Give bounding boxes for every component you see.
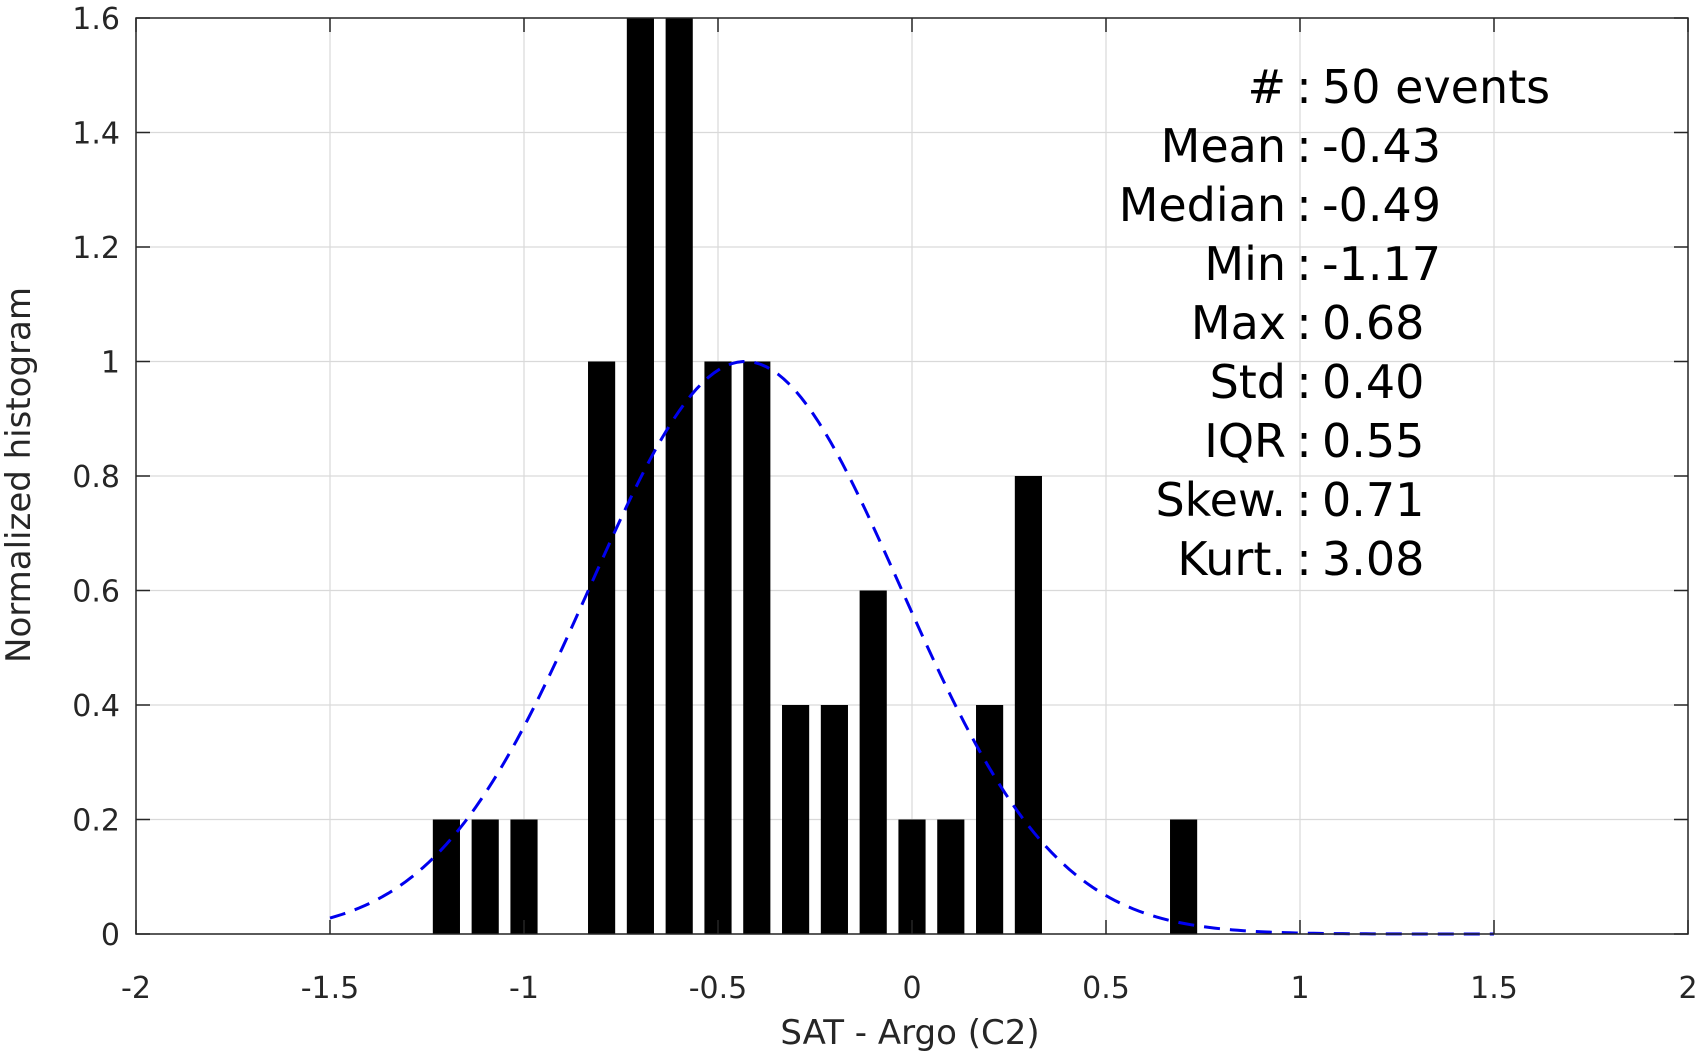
histogram-bar-13 [976,705,1004,934]
stats-row-5: Std:0.40 [1210,355,1425,409]
stats-separator: : [1296,119,1312,173]
stats-label: Max [1191,296,1286,350]
stats-separator: : [1296,296,1312,350]
stats-row-7: Skew.:0.71 [1155,473,1424,527]
stats-value: 3.08 [1322,532,1424,586]
histogram-bar-1 [471,819,499,934]
histogram-bar-11 [898,819,926,934]
y-tick-label-3: 0.6 [72,575,120,610]
stats-label: Min [1204,237,1286,291]
stats-label: Skew. [1155,473,1286,527]
y-tick-label-8: 1.6 [72,2,120,37]
stats-label: Median [1119,178,1286,232]
histogram-bar-14 [1014,476,1042,934]
histogram-bar-2 [510,819,538,934]
stats-row-1: Mean: -0.43 [1161,119,1441,173]
stats-separator: : [1296,178,1312,232]
y-tick-label-7: 1.4 [72,117,120,152]
stats-row-4: Max:0.68 [1191,296,1425,350]
histogram-bar-3 [588,361,616,934]
stats-separator: : [1296,414,1312,468]
stats-value: -0.43 [1322,119,1441,173]
y-tick-label-4: 0.8 [72,460,120,495]
stats-row-3: Min: -1.17 [1204,237,1441,291]
x-tick-label-4: 0 [902,971,921,1006]
stats-separator: : [1296,355,1312,409]
stats-value: 0.40 [1322,355,1424,409]
histogram-bar-6 [704,361,732,934]
y-tick-label-0: 0 [101,918,120,953]
y-axis-ticks: 0 0.2 0.4 0.6 0.8 1 1.2 1.4 1.6 [72,2,1688,953]
histogram-bar-15 [1170,819,1198,934]
stats-label: Kurt. [1177,532,1286,586]
stats-value: -0.49 [1322,178,1441,232]
stats-label: # [1247,60,1286,114]
x-tick-label-7: 1.5 [1470,971,1518,1006]
y-tick-label-5: 1 [101,346,120,381]
histogram-bar-5 [665,18,693,934]
x-axis-ticks: -2 -1.5 -1 -0.5 0 0.5 1 1.5 2 [121,18,1698,1006]
stats-value: -1.17 [1322,237,1441,291]
stats-row-6: IQR:0.55 [1204,414,1424,468]
histogram-bar-8 [782,705,810,934]
stats-separator: : [1296,60,1312,114]
histogram-bar-7 [743,361,771,934]
x-tick-label-6: 1 [1290,971,1309,1006]
stats-row-8: Kurt.:3.08 [1177,532,1424,586]
stats-separator: : [1296,237,1312,291]
histogram-bar-9 [820,705,848,934]
stats-value: 50 events [1322,60,1550,114]
stats-label: Mean [1161,119,1286,173]
y-tick-label-1: 0.2 [72,804,120,839]
stats-label: Std [1210,355,1286,409]
y-tick-label-6: 1.2 [72,231,120,266]
histogram-bars [432,18,1198,934]
histogram-bar-0 [432,819,460,934]
stats-row-0: # :50 events [1247,60,1550,114]
x-tick-label-3: -0.5 [689,971,748,1006]
stats-value: 0.68 [1322,296,1424,350]
x-tick-label-8: 2 [1678,971,1697,1006]
stats-row-2: Median: -0.49 [1119,178,1441,232]
y-tick-label-2: 0.4 [72,689,120,724]
y-axis-label: Normalized histogram [0,287,39,663]
x-axis-label: SAT - Argo (C2) [780,1013,1039,1053]
stats-value: 0.55 [1322,414,1424,468]
stats-value: 0.71 [1322,473,1424,527]
x-tick-label-1: -1.5 [301,971,360,1006]
x-tick-label-5: 0.5 [1082,971,1130,1006]
stats-separator: : [1296,532,1312,586]
histogram-bar-10 [859,590,887,934]
stats-separator: : [1296,473,1312,527]
x-tick-label-2: -1 [509,971,539,1006]
stats-label: IQR [1204,414,1286,468]
histogram-bar-12 [937,819,965,934]
x-tick-label-0: -2 [121,971,151,1006]
